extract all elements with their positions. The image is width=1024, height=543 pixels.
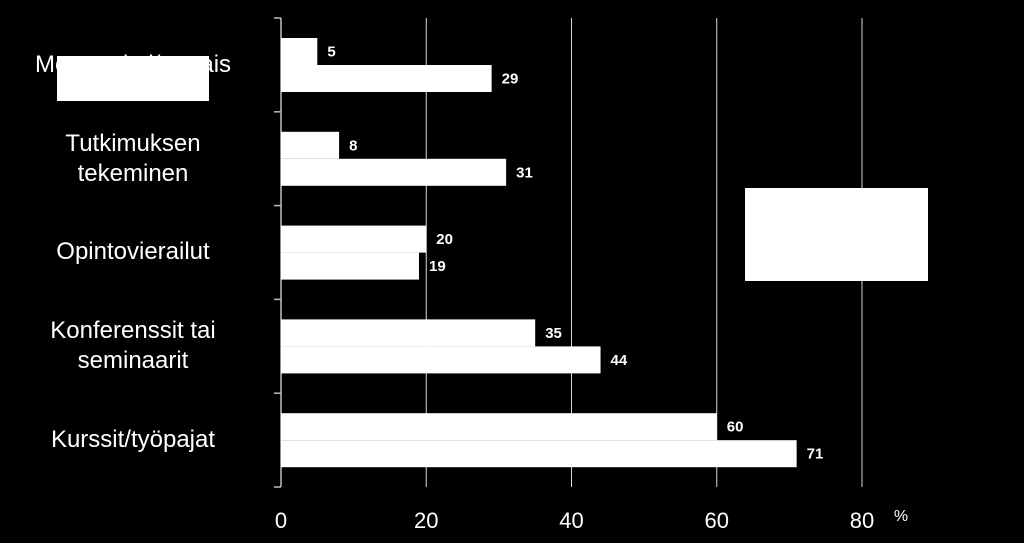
y-tick-label: Tutkimuksen tekeminen (65, 129, 201, 187)
y-tick-label: Kurssit/työpajat (50, 426, 216, 454)
bar (281, 413, 717, 441)
x-axis-label: % (894, 508, 908, 525)
cover-box (57, 56, 209, 101)
x-tick-label: 60 (705, 508, 729, 533)
x-tick-label: 80 (850, 508, 874, 533)
y-tick-label: Konferenssit tai seminaarit (50, 317, 216, 375)
data-label: 35 (545, 325, 562, 342)
data-label: 19 (429, 258, 446, 275)
y-tick-label: Opintovierailut (56, 238, 210, 266)
bar (281, 158, 507, 186)
bar (281, 225, 427, 253)
cover-box (745, 188, 928, 281)
data-label: 8 (349, 137, 357, 154)
data-label: 71 (807, 446, 824, 463)
x-tick-label: 40 (559, 508, 583, 533)
x-tick-label: 20 (414, 508, 438, 533)
bar (281, 319, 536, 347)
y-tick-label: Mentorointi/vertais (34, 50, 232, 78)
bar (281, 440, 797, 468)
data-label: 5 (327, 43, 335, 60)
bar (281, 252, 419, 280)
data-label: 20 (436, 231, 453, 248)
x-tick-label: 0 (275, 508, 287, 533)
data-label: 29 (502, 70, 519, 87)
data-label: 60 (727, 419, 744, 436)
bar (281, 131, 340, 159)
bar (281, 346, 601, 374)
data-label: 44 (611, 352, 628, 369)
bar (281, 38, 318, 65)
bar (281, 65, 492, 92)
data-label: 31 (516, 164, 533, 181)
